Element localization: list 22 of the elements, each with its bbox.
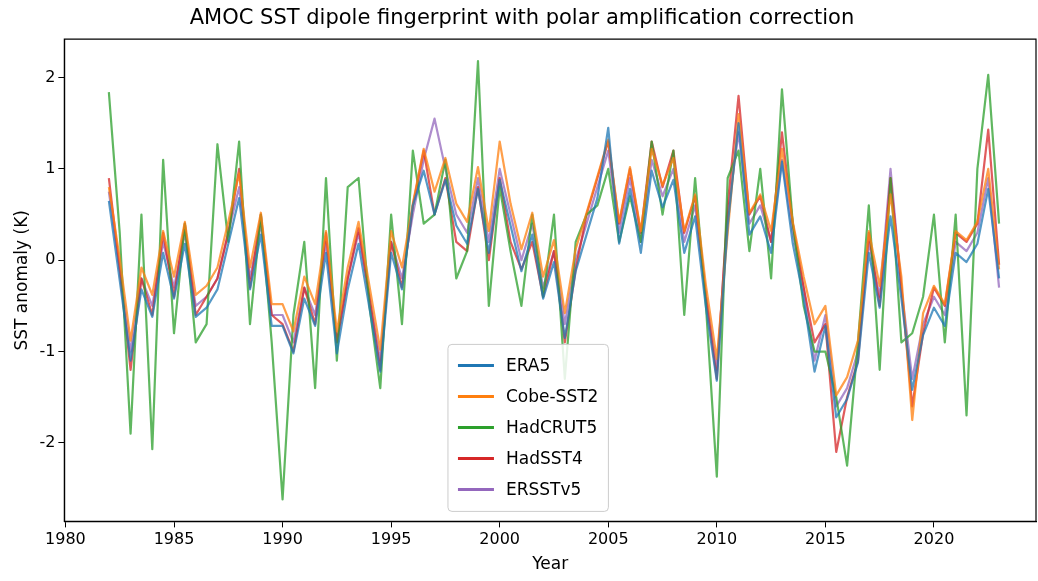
y-tick-label: -2 [39,432,56,452]
legend-label: ERSSTv5 [505,478,582,499]
legend-label: HadSST4 [505,447,583,468]
legend-label: Cobe-SST2 [505,385,599,406]
y-tick-label: 0 [45,249,56,269]
legend-label: ERA5 [505,354,551,375]
x-tick-label: 2010 [696,529,738,549]
x-axis-title: Year [531,553,569,574]
x-tick-label: 1990 [262,529,303,549]
x-tick-label: 2000 [479,529,521,549]
chart-title: AMOC SST dipole fingerprint with polar amplification correction [189,5,855,30]
y-tick-label: 1 [45,158,56,178]
y-tick-label: -1 [39,340,56,360]
x-tick-label: 2020 [913,529,955,549]
legend-label: HadCRUT5 [505,416,598,437]
y-axis-title: SST anomaly (K) [10,210,31,351]
x-tick-label: 2005 [587,529,629,549]
x-tick-label: 1980 [45,529,86,549]
x-tick-label: 1995 [370,529,412,549]
y-tick-label: 2 [45,66,56,86]
x-tick-label: 2015 [805,529,846,549]
x-tick-label: 1985 [153,529,195,549]
